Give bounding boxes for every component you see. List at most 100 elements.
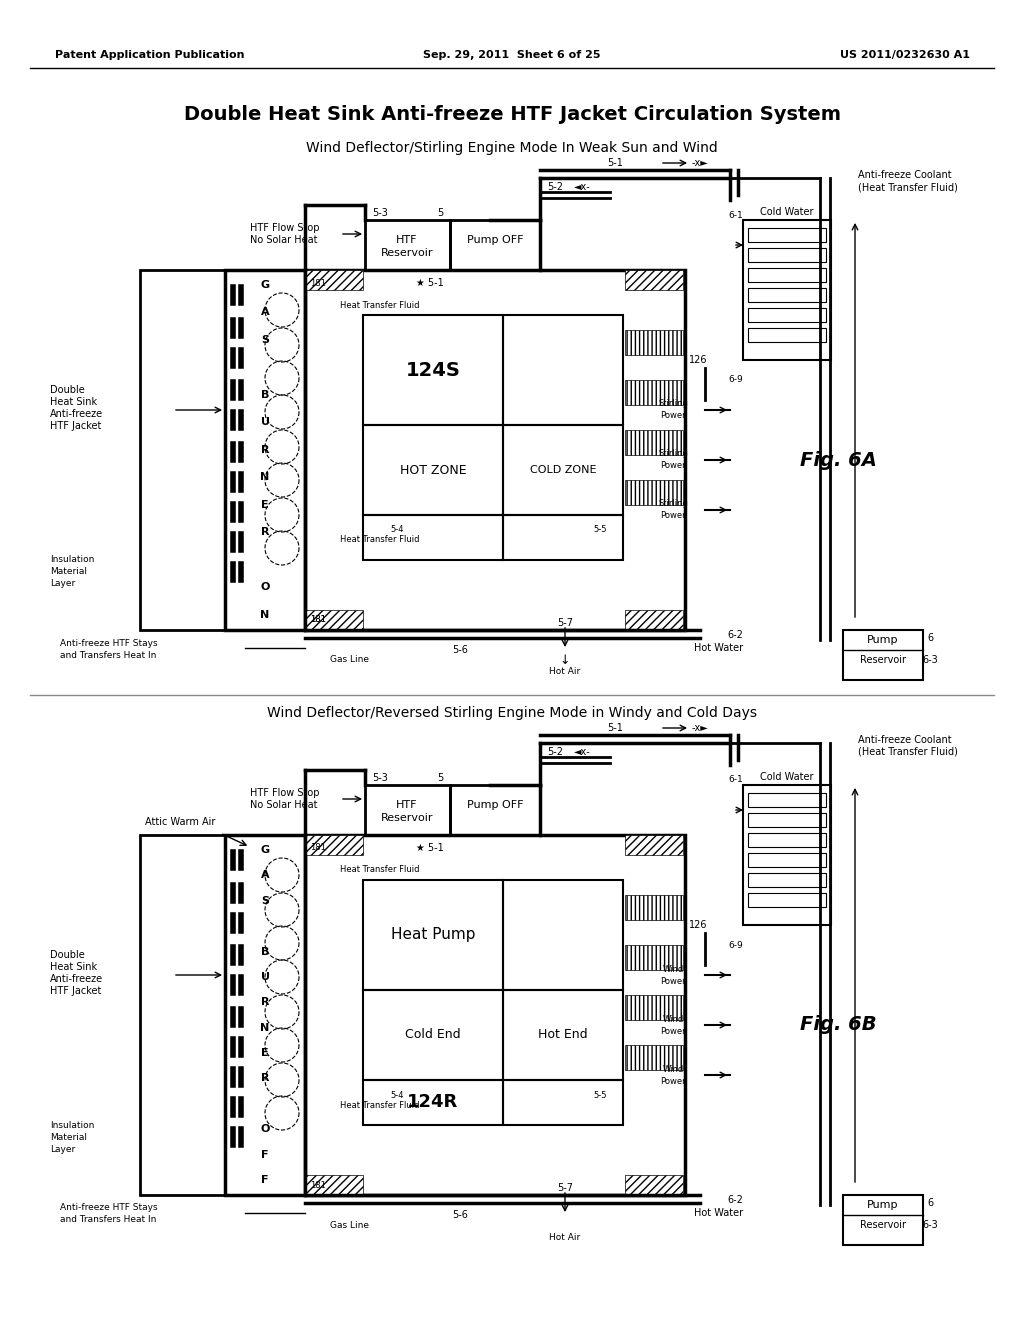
Text: ◄x-: ◄x- [573,747,591,756]
Bar [625,480,683,506]
Bar [362,315,503,425]
Text: HTF Flow Stop: HTF Flow Stop [250,223,319,234]
Bar [503,315,623,425]
Text: Double Heat Sink Anti-freeze HTF Jacket Circulation System: Double Heat Sink Anti-freeze HTF Jacket … [183,106,841,124]
Text: (Heat Transfer Fluid): (Heat Transfer Fluid) [858,747,957,756]
Bar [362,880,503,990]
Text: ★ 5-1: ★ 5-1 [416,843,443,853]
Text: 181: 181 [310,279,326,288]
Text: Hot End: Hot End [539,1028,588,1041]
Text: 6-3: 6-3 [923,655,938,665]
Text: R: R [261,527,269,537]
Text: and Transfers Heat In: and Transfers Heat In [60,651,157,660]
Text: 5-2: 5-2 [547,747,563,756]
Bar [748,793,826,807]
Text: Power: Power [660,977,686,986]
Bar [225,271,305,630]
Text: 5-2: 5-2 [547,182,563,191]
Text: 6-1: 6-1 [728,210,743,219]
Text: ★ 5-1: ★ 5-1 [416,279,443,288]
Text: Anti-freeze: Anti-freeze [50,409,103,418]
Text: Heat Transfer Fluid: Heat Transfer Fluid [340,536,420,544]
Text: S: S [261,896,269,906]
Text: 6: 6 [927,634,933,643]
Bar [625,995,683,1020]
Text: R: R [261,1073,269,1084]
Text: A: A [261,308,269,318]
Text: Stirling: Stirling [658,400,688,408]
Text: Anti-freeze Coolant: Anti-freeze Coolant [858,170,951,180]
Text: Material: Material [50,1133,87,1142]
Text: Reservoir: Reservoir [381,813,433,822]
Bar [625,610,683,630]
Text: Anti-freeze HTF Stays: Anti-freeze HTF Stays [60,639,158,648]
Text: Layer: Layer [50,1144,75,1154]
Text: HTF Flow Stop: HTF Flow Stop [250,788,319,799]
Text: B: B [261,946,269,957]
Bar [625,1045,683,1071]
Text: ↓: ↓ [560,653,570,667]
Text: COLD ZONE: COLD ZONE [529,465,596,475]
Text: F: F [261,1175,268,1185]
Text: 126: 126 [689,355,708,366]
Text: 181: 181 [310,615,326,624]
Text: 5-7: 5-7 [557,1183,573,1193]
Text: 6-9: 6-9 [728,375,743,384]
Text: Heat Transfer Fluid: Heat Transfer Fluid [340,866,420,874]
Bar [625,271,683,290]
Bar [503,515,623,560]
Text: Power: Power [660,412,686,421]
Text: G: G [260,280,269,290]
Text: and Transfers Heat In: and Transfers Heat In [60,1216,157,1225]
Bar [748,853,826,867]
Bar [305,271,685,630]
Bar [625,330,683,355]
Text: Wind: Wind [663,1064,684,1073]
Bar [503,425,623,515]
Text: U: U [260,972,269,982]
Text: Double: Double [50,950,85,960]
Text: Heat Transfer Fluid: Heat Transfer Fluid [340,301,420,309]
Bar [748,894,826,907]
Bar [748,288,826,302]
Text: Pump: Pump [867,635,899,645]
Text: F: F [261,1150,268,1159]
Text: 5-6: 5-6 [452,645,468,655]
Text: U: U [260,417,269,428]
Bar [362,1080,503,1125]
Text: G: G [260,845,269,855]
Bar [748,813,826,828]
Text: Attic Warm Air: Attic Warm Air [145,817,215,828]
Bar [743,220,831,360]
Text: Sep. 29, 2011  Sheet 6 of 25: Sep. 29, 2011 Sheet 6 of 25 [423,50,601,59]
Text: Reservoir: Reservoir [860,1220,906,1230]
Bar [625,836,683,855]
Text: ◄x-: ◄x- [573,182,591,191]
Text: Anti-freeze: Anti-freeze [50,974,103,983]
Text: Fig. 6B: Fig. 6B [800,1015,877,1035]
Text: Power: Power [660,462,686,470]
Text: 124R: 124R [408,1093,459,1111]
Bar [140,271,225,630]
Text: Gas Line: Gas Line [331,1221,370,1229]
Text: HTF: HTF [396,800,418,810]
Text: Reservoir: Reservoir [860,655,906,665]
Bar [843,1195,923,1245]
Bar [748,228,826,242]
Text: HTF Jacket: HTF Jacket [50,421,101,432]
Bar [748,873,826,887]
Text: Power: Power [660,511,686,520]
Text: Double: Double [50,385,85,395]
Text: Material: Material [50,568,87,577]
Text: No Solar Heat: No Solar Heat [250,800,317,810]
Bar [625,1175,683,1195]
Text: Gas Line: Gas Line [331,656,370,664]
Bar [748,327,826,342]
Text: Power: Power [660,1027,686,1035]
Text: Wind Deflector/Stirling Engine Mode In Weak Sun and Wind: Wind Deflector/Stirling Engine Mode In W… [306,141,718,154]
Bar [365,785,450,836]
Bar [503,880,623,990]
Text: Heat Sink: Heat Sink [50,962,97,972]
Text: Stirling: Stirling [658,499,688,508]
Bar [450,785,540,836]
